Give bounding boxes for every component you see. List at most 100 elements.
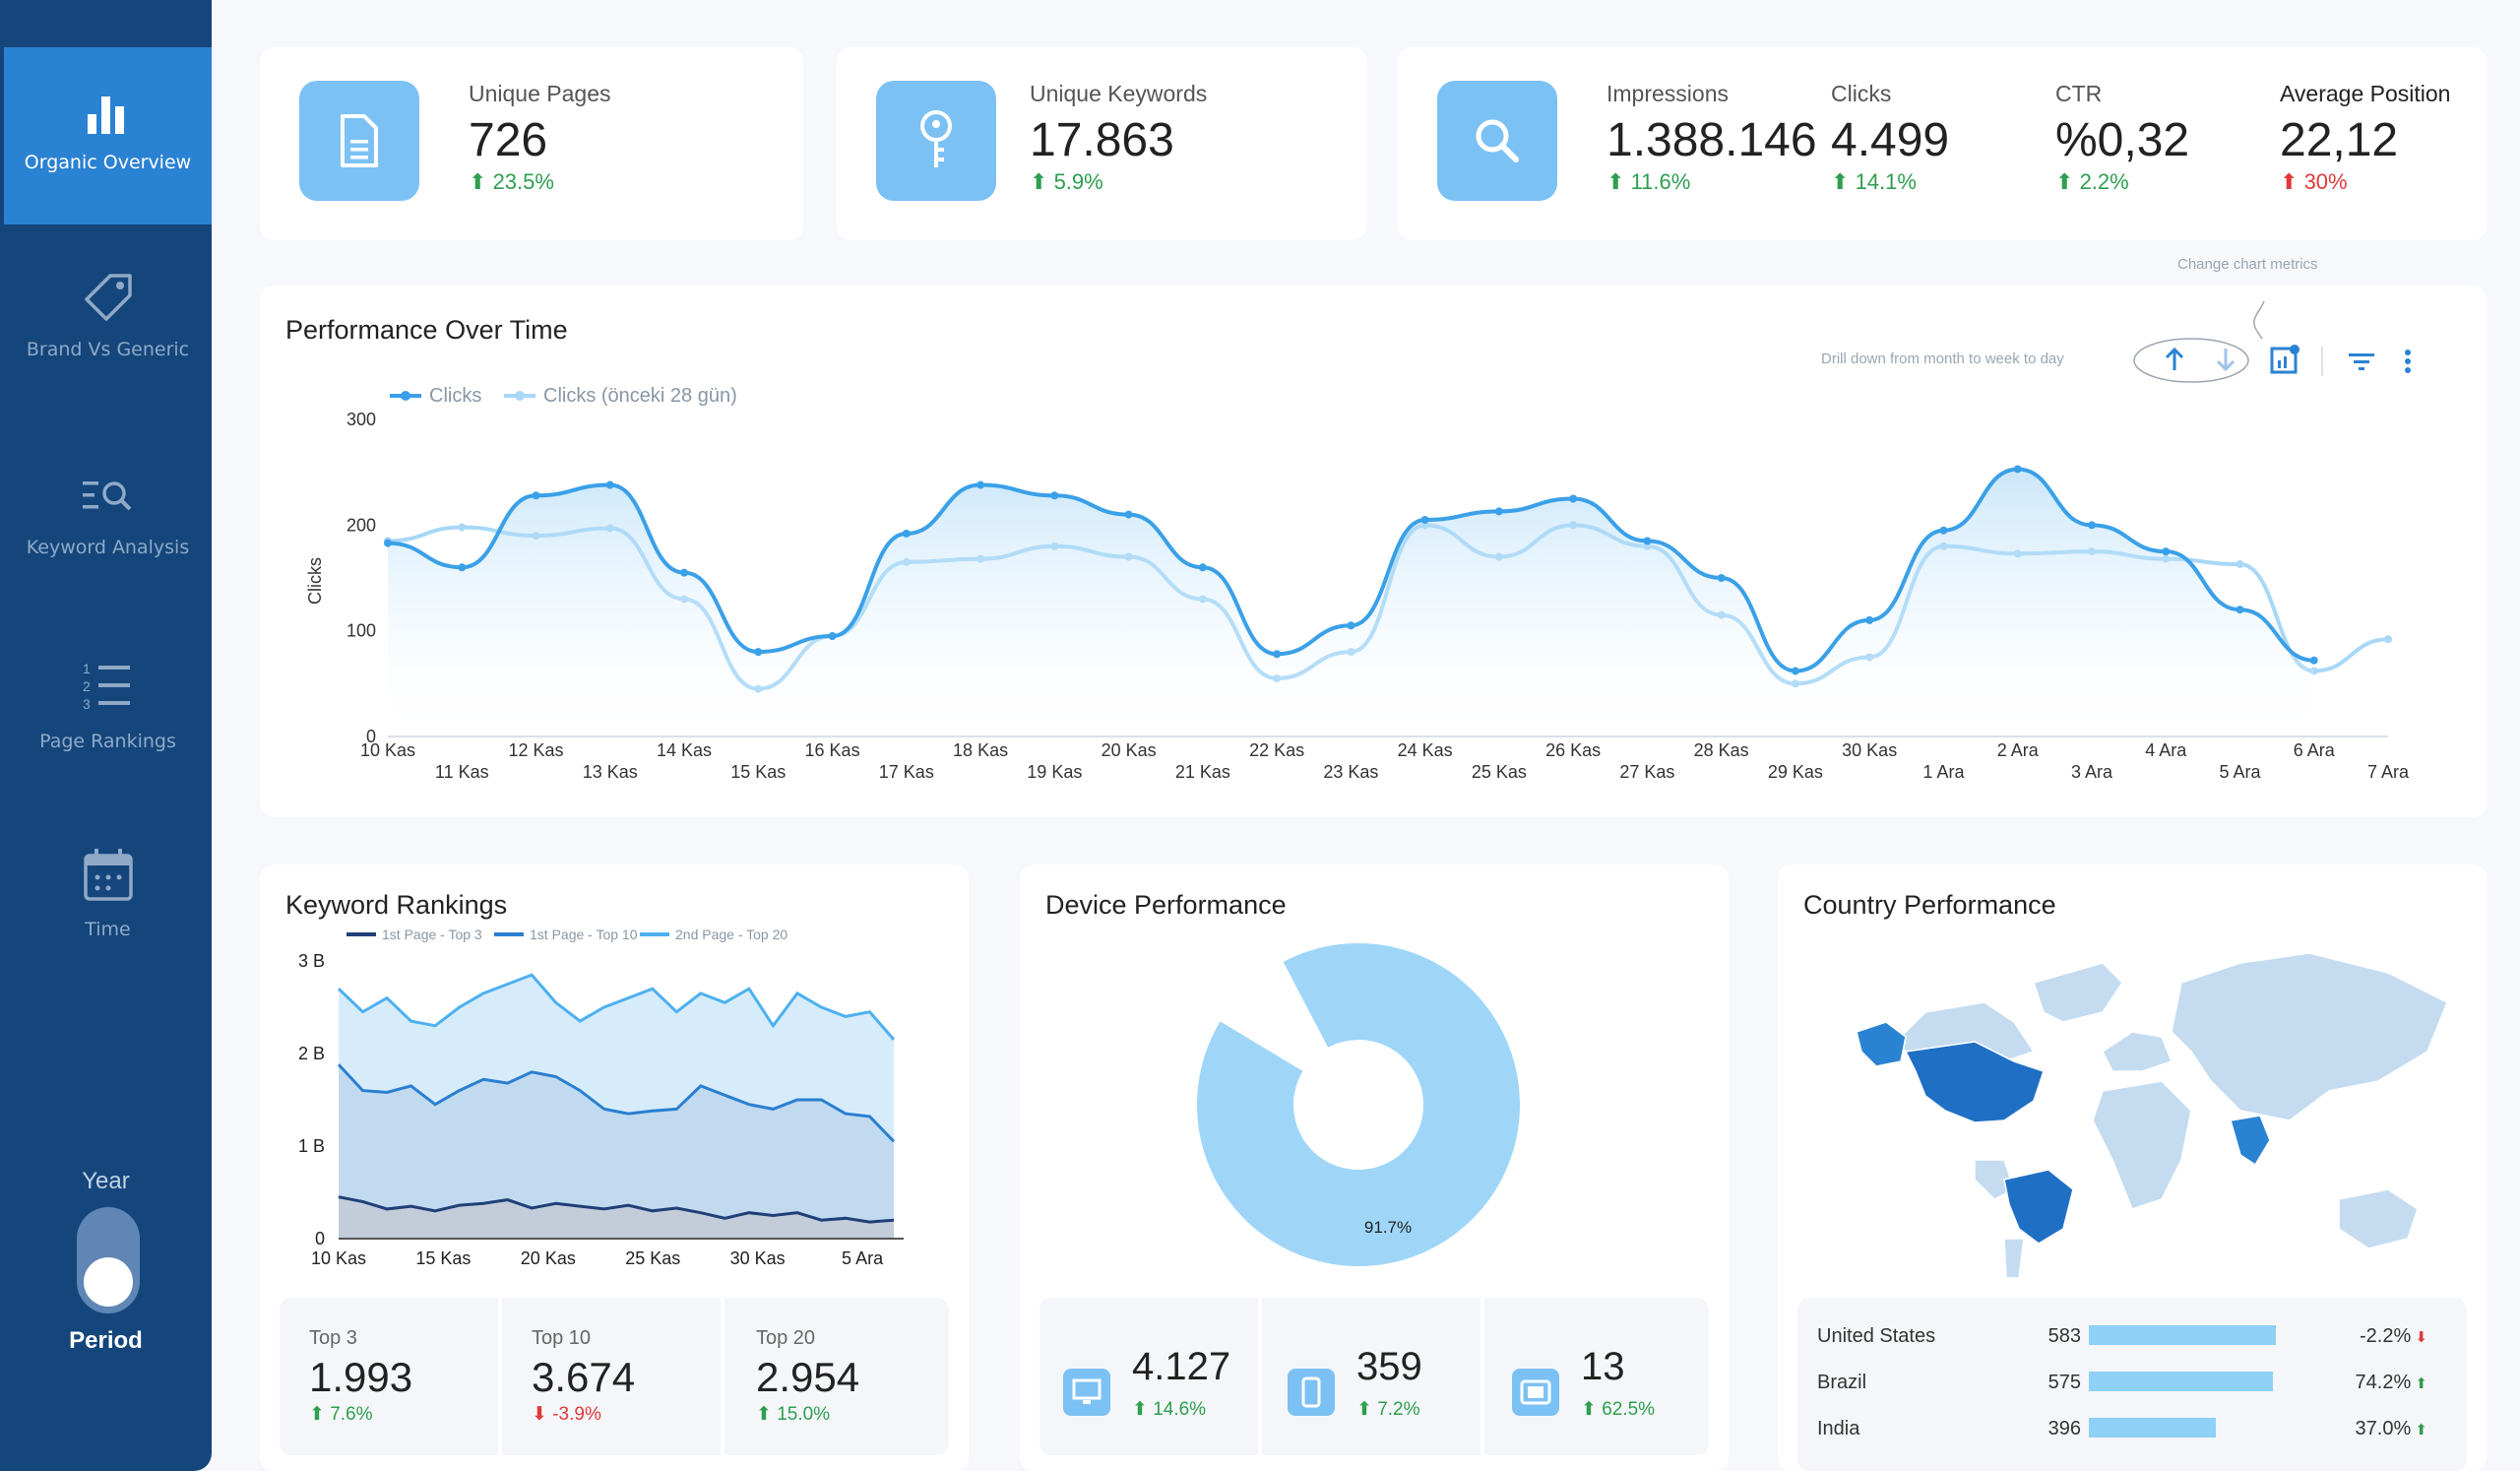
sidebar-item-time[interactable]: Time bbox=[4, 812, 212, 990]
sidebar-item-label: Page Rankings bbox=[39, 731, 176, 752]
metric-top10: Top 10 3.674 ⬇ -3.9% bbox=[532, 1327, 635, 1426]
kpi-value: 4.499 bbox=[1831, 114, 1950, 166]
arrow-up-icon: ⬆ bbox=[756, 1404, 772, 1425]
sidebar-item-keyword-analysis[interactable]: Keyword Analysis bbox=[4, 428, 212, 606]
svg-text:1: 1 bbox=[83, 661, 91, 676]
keyword-rankings-title: Keyword Rankings bbox=[285, 890, 508, 920]
x-tick-label: 5 Ara bbox=[842, 1248, 884, 1268]
chart-metrics-icon[interactable] bbox=[2268, 343, 2301, 376]
clicks-point bbox=[680, 568, 689, 577]
legend-label: 1st Page - Top 10 bbox=[530, 927, 638, 942]
desktop-icon bbox=[1063, 1369, 1110, 1416]
keyword-rankings-area-chart: 0 1 B 2 B 3 B 10 Kas 15 Kas 20 Kas 25 Kas 30 Kas… bbox=[298, 927, 904, 1268]
clicks-point bbox=[384, 539, 392, 547]
arrow-down-icon: ⬇ bbox=[2411, 1329, 2427, 1346]
clicks-area bbox=[388, 469, 2314, 736]
kpi-title: Average Position bbox=[2280, 81, 2451, 106]
toggle-knob[interactable] bbox=[84, 1257, 133, 1307]
world-map[interactable] bbox=[1778, 864, 2487, 1298]
sidebar-item-brand-vs-generic[interactable]: Brand Vs Generic bbox=[4, 236, 212, 414]
device-performance-title: Device Performance bbox=[1045, 890, 1287, 920]
country-change: 74.2% ⬆ bbox=[2319, 1372, 2427, 1394]
kpi-value: 726 bbox=[469, 114, 548, 166]
clicks-point bbox=[1939, 526, 1948, 535]
x-tick-label: 22 Kas bbox=[1249, 740, 1304, 760]
metric-label: Top 10 bbox=[532, 1327, 592, 1349]
clicks-point bbox=[2087, 521, 2096, 530]
country-change-value: 74.2% bbox=[2355, 1372, 2412, 1393]
series-line bbox=[337, 973, 896, 1041]
metric-delta: -3.9% bbox=[552, 1404, 601, 1425]
x-tick-label: 27 Kas bbox=[1619, 762, 1674, 782]
mobile-icon bbox=[1288, 1369, 1335, 1416]
x-tick-label: 13 Kas bbox=[583, 762, 638, 782]
search-list-icon bbox=[82, 481, 131, 511]
kpi-delta: 5.9% bbox=[1053, 169, 1103, 194]
kpi-clicks: Clicks 4.499 ⬆ 14.1% bbox=[1831, 81, 1949, 195]
clicks-point bbox=[976, 480, 985, 489]
calendar-icon bbox=[83, 849, 133, 901]
country-clicks: 396 bbox=[2048, 1418, 2081, 1439]
x-tick-label: 28 Kas bbox=[1694, 740, 1749, 760]
drill-up-button[interactable] bbox=[2160, 345, 2189, 374]
kpi-value: 22,12 bbox=[2280, 114, 2399, 166]
divider bbox=[1258, 1298, 1262, 1455]
x-tick-label: 21 Kas bbox=[1175, 762, 1230, 782]
x-tick-label: 17 Kas bbox=[879, 762, 934, 782]
y-tick-label: 0 bbox=[315, 1229, 325, 1248]
clicks-point bbox=[2013, 465, 2022, 474]
clicks-point bbox=[2236, 606, 2244, 614]
kpi-title: Unique Keywords bbox=[1030, 81, 1208, 106]
series-line bbox=[338, 1195, 895, 1224]
country-change-value: -2.2% bbox=[2360, 1325, 2412, 1347]
clicks-point bbox=[458, 563, 467, 572]
arrow-up-icon: ⬆ bbox=[1356, 1399, 1372, 1420]
arrow-up-icon: ⬆ bbox=[1132, 1399, 1148, 1420]
sidebar-item-organic-overview[interactable]: Organic Overview bbox=[4, 47, 212, 224]
clicks-point bbox=[1717, 574, 1726, 582]
kpi-ctr: CTR %0,32 ⬆ 2.2% bbox=[2055, 81, 2189, 195]
change-chart-metrics-note: Change chart metrics bbox=[2177, 256, 2318, 273]
arrow-up-icon: ⬆ bbox=[469, 169, 487, 194]
series-area bbox=[339, 1064, 894, 1239]
x-tick-label: 20 Kas bbox=[521, 1248, 576, 1268]
metric-label: Top 20 bbox=[756, 1327, 816, 1349]
previous-clicks-point bbox=[458, 523, 467, 532]
metric-value: 3.674 bbox=[532, 1354, 636, 1400]
x-tick-label: 10 Kas bbox=[311, 1248, 366, 1268]
key-icon bbox=[876, 81, 996, 201]
x-tick-label: 30 Kas bbox=[1842, 740, 1897, 760]
arrow-up-icon: ⬆ bbox=[309, 1404, 325, 1425]
country-row[interactable]: Brazil 575 74.2% ⬆ bbox=[1797, 1364, 2467, 1403]
country-bar bbox=[2089, 1418, 2216, 1438]
country-clicks: 575 bbox=[2048, 1372, 2081, 1393]
clicks-point bbox=[1420, 515, 1429, 524]
kpi-unique-pages: Unique Pages 726 ⬆ 23.5% bbox=[469, 81, 611, 195]
kpi-delta: 11.6% bbox=[1630, 169, 1691, 194]
y-tick-label: 2 B bbox=[298, 1044, 325, 1063]
clicks-point bbox=[532, 491, 540, 500]
x-tick-label: 19 Kas bbox=[1027, 762, 1082, 782]
series-line bbox=[337, 1063, 896, 1143]
drill-down-button[interactable] bbox=[2211, 345, 2240, 374]
drill-down-note: Drill down from month to week to day bbox=[1821, 351, 2064, 367]
sidebar-item-page-rankings[interactable]: 1 2 3 Page Rankings bbox=[4, 620, 212, 798]
country-row[interactable]: United States 583 -2.2% ⬇ bbox=[1797, 1317, 2467, 1357]
device-value: 4.127 bbox=[1132, 1345, 1231, 1388]
metric-label: Top 3 bbox=[309, 1327, 357, 1349]
country-performance-title: Country Performance bbox=[1803, 890, 2056, 920]
device-delta: 62.5% bbox=[1602, 1399, 1656, 1420]
device-value: 13 bbox=[1581, 1345, 1625, 1388]
more-options-icon[interactable] bbox=[2396, 345, 2420, 378]
x-tick-label: 25 Kas bbox=[1472, 762, 1527, 782]
arrow-up-icon: ⬆ bbox=[1831, 169, 1850, 194]
x-tick-label: 30 Kas bbox=[730, 1248, 786, 1268]
sidebar: Organic Overview Brand Vs Generic Keywor… bbox=[0, 0, 212, 1471]
kpi-title: CTR bbox=[2055, 81, 2103, 106]
arrow-down-icon: ⬇ bbox=[532, 1404, 547, 1425]
year-period-toggle[interactable] bbox=[77, 1207, 140, 1313]
year-label: Year bbox=[82, 1168, 130, 1194]
country-row[interactable]: India 396 37.0% ⬆ bbox=[1797, 1410, 2467, 1449]
filter-icon[interactable] bbox=[2345, 345, 2378, 378]
svg-text:2: 2 bbox=[83, 678, 91, 694]
